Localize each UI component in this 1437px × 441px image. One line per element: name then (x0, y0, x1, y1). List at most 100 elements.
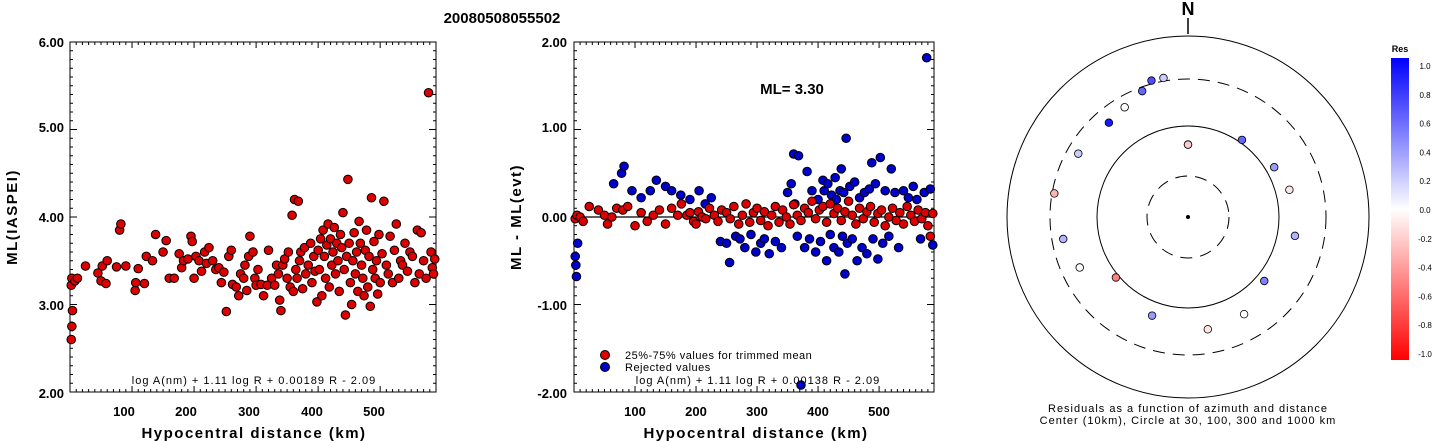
circle-30km (1146, 175, 1230, 259)
data-point (293, 196, 304, 207)
residual-dot (1285, 185, 1294, 195)
residual-dot (1260, 276, 1269, 286)
data-point (350, 269, 361, 279)
plot1-xtick-400: 400 (301, 404, 323, 419)
trimmed-point (902, 201, 912, 212)
trimmed-point (843, 196, 854, 207)
residual-dot (1137, 86, 1147, 96)
trimmed-point (847, 210, 858, 221)
trimmed-point (704, 203, 715, 214)
plot2-xtick-400: 400 (807, 404, 829, 419)
polar-caption-line2: Center (10km), Circle at 30, 100, 300 an… (1040, 415, 1337, 427)
residual-dot (1104, 118, 1114, 127)
plot2-xtick-300: 300 (746, 404, 768, 419)
data-point (328, 247, 338, 257)
rejected-point (852, 255, 862, 266)
trimmed-point (763, 220, 773, 231)
legend-rejected-marker (600, 362, 610, 372)
data-point (269, 280, 280, 291)
rejected-point (884, 231, 894, 242)
rejected-point (608, 178, 619, 189)
colorbar-tick-label: -0.2 (1418, 235, 1432, 244)
rejected-point (880, 185, 890, 196)
trimmed-point (923, 220, 933, 231)
data-point (361, 225, 372, 235)
plot1-xtick-100: 100 (113, 404, 135, 419)
residual-dot (1147, 311, 1157, 320)
rejected-point (849, 177, 860, 187)
data-point (273, 269, 284, 279)
data-point (150, 229, 161, 240)
rejected-point (571, 271, 582, 282)
trimmed-point (648, 210, 659, 221)
data-point (174, 248, 184, 259)
data-point (231, 282, 242, 292)
colorbar-tick-label: -0.4 (1418, 264, 1432, 273)
data-point (344, 238, 354, 249)
trimmed-point (774, 217, 784, 228)
data-point (414, 269, 425, 279)
trimmed-point (898, 219, 909, 229)
data-point (346, 299, 357, 310)
data-point (216, 277, 227, 288)
plot1-ylabel: ML(IASPEI) (4, 169, 21, 265)
data-point (253, 264, 263, 275)
residual-colorbar: Res 1.0 0.8 0.6 0.4 0.2 0.0 -0.2 -0.4 -0.6 -0.8 -1… (1391, 44, 1432, 360)
rejected-point (764, 248, 775, 259)
polar-caption-line1: Residuals as a function of azimuth and d… (1048, 403, 1328, 415)
data-point (343, 174, 353, 185)
rejected-point (721, 238, 732, 249)
data-point (335, 229, 346, 240)
colorbar-tick-label: 1.0 (1419, 62, 1431, 71)
rejected-point (927, 240, 938, 250)
data-point (366, 192, 377, 203)
plot1-formula: log A(nm) + 1.11 log R + 0.00189 R - 2.0… (132, 375, 376, 387)
data-point (313, 245, 323, 256)
rejected-point (685, 194, 695, 205)
data-point (314, 264, 325, 275)
data-point (263, 245, 274, 256)
residual-dot (1159, 73, 1168, 83)
plot1-ytick-200: 2.00 (39, 386, 64, 401)
rejected-point (793, 150, 804, 161)
rejected-point (847, 234, 858, 244)
ml-annotation: ML= 3.30 (760, 81, 824, 98)
colorbar-tick-label: -0.8 (1418, 321, 1432, 330)
rejected-point (746, 229, 756, 240)
colorbar-tick-label: -1.0 (1418, 350, 1432, 359)
data-point (67, 321, 77, 332)
data-point (318, 225, 328, 235)
colorbar-tick-label: 0.2 (1419, 177, 1431, 186)
trimmed-point (729, 201, 739, 212)
data-point (418, 255, 429, 266)
data-point (219, 267, 229, 277)
residual-dot (1183, 140, 1193, 149)
data-point (233, 290, 244, 301)
rejected-point (837, 231, 848, 242)
rejected-point (908, 181, 919, 192)
rejected-point (740, 242, 750, 253)
residual-dot (1239, 309, 1249, 319)
rejected-point (830, 172, 840, 183)
plot2-ylabel: ML - ML(evt) (508, 164, 525, 270)
trimmed-point (766, 210, 777, 221)
data-point (330, 269, 341, 279)
rejected-point (857, 242, 867, 253)
residual-dot (1074, 149, 1083, 158)
residual-dot (1237, 135, 1247, 145)
trimmed-point (666, 203, 677, 214)
data-point (248, 247, 258, 257)
data-point (291, 264, 301, 275)
trimmed-point (895, 207, 905, 218)
residual-dot (1120, 103, 1129, 112)
rejected-point (636, 192, 646, 203)
data-point (196, 266, 207, 277)
data-point (204, 242, 214, 253)
trimmed-point (676, 199, 687, 209)
data-point (207, 255, 218, 266)
rejected-point (796, 380, 806, 390)
plot2-xlabel: Hypocentral distance (km) (643, 425, 868, 441)
rejected-point (572, 238, 583, 249)
plot1-ytick-500: 5.00 (39, 120, 64, 135)
data-point (102, 255, 113, 266)
